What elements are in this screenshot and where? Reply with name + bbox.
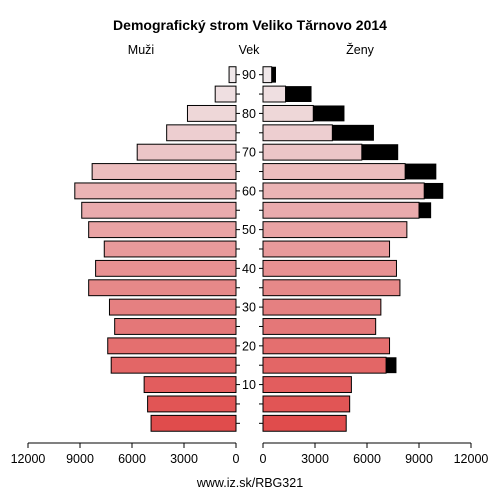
female-excess-55-59 [419, 202, 432, 219]
male-bar-25-29 [114, 318, 237, 335]
female-excess-75-79 [332, 124, 374, 141]
female-bar-75-79 [262, 124, 333, 142]
x-tick-label-right: 6000 [353, 452, 381, 466]
female-bar-65-69 [262, 163, 406, 180]
male-bar-80-84 [186, 104, 237, 122]
age-tick-label: 60 [242, 184, 256, 198]
male-bar-75-79 [166, 124, 237, 142]
male-bar-85-89 [214, 85, 237, 103]
female-bar-40-44 [262, 259, 397, 277]
chart-title: Demografický strom Veliko Tărnovo 2014 [113, 17, 387, 33]
female-excess-15-19 [386, 357, 397, 374]
female-bar-80-84 [262, 104, 314, 122]
age-tick-label: 90 [242, 68, 256, 82]
male-bar-10-14 [143, 376, 237, 394]
age-tick-label: 30 [242, 301, 256, 315]
male-bar-20-24 [107, 337, 237, 355]
x-tick-label-left: 9000 [66, 452, 94, 466]
age-tick-label: 50 [242, 223, 256, 237]
source-footer: www.iz.sk/RBG321 [196, 476, 304, 490]
age-tick-label: 10 [242, 378, 256, 392]
female-excess-80-84 [313, 105, 345, 122]
male-bar-50-54 [88, 221, 237, 239]
female-excess-60-64 [424, 182, 444, 199]
x-tick-label-left: 0 [233, 452, 240, 466]
female-bar-45-49 [262, 240, 391, 258]
x-tick-label-left: 12000 [11, 452, 46, 466]
male-bar-65-69 [91, 163, 237, 180]
age-tick-label: 80 [242, 107, 256, 121]
female-excess-65-69 [405, 163, 437, 180]
female-excess-85-89 [285, 86, 312, 102]
females-label: Ženy [346, 43, 374, 57]
male-bar-90+ [228, 66, 237, 84]
female-bar-10-14 [262, 376, 352, 394]
x-tick-label-right: 3000 [301, 452, 329, 466]
x-tick-label-left: 6000 [118, 452, 146, 466]
age-tick-label: 40 [242, 262, 256, 276]
male-bar-60-64 [74, 182, 237, 200]
male-bar-30-34 [108, 298, 237, 316]
males-label: Muži [127, 43, 155, 57]
x-tick-label-right: 9000 [405, 452, 433, 466]
female-bar-20-24 [262, 337, 391, 355]
age-tick-label: 20 [242, 339, 256, 353]
female-bar-55-59 [262, 201, 420, 219]
male-bar-40-44 [95, 259, 237, 277]
female-bar-35-39 [262, 279, 401, 297]
x-tick-label-right: 0 [260, 452, 267, 466]
male-bar-70-74 [136, 143, 237, 161]
female-excess-90+ [271, 66, 276, 83]
male-bar-45-49 [103, 240, 237, 258]
female-bar-25-29 [262, 318, 377, 335]
age-label: Vek [238, 43, 260, 57]
female-bar-50-54 [262, 221, 408, 239]
male-bar-5-9 [147, 395, 237, 413]
male-bar-0-4 [150, 414, 237, 432]
female-bar-70-74 [262, 143, 363, 161]
age-tick-label: 70 [242, 146, 256, 160]
male-bar-35-39 [88, 279, 237, 297]
female-bar-60-64 [262, 182, 425, 200]
male-bar-15-19 [110, 356, 237, 374]
x-tick-label-right: 12000 [454, 452, 489, 466]
x-tick-label-left: 3000 [170, 452, 198, 466]
female-bar-15-19 [262, 356, 387, 374]
female-excess-70-74 [361, 144, 399, 161]
male-bar-55-59 [81, 201, 237, 219]
female-bar-90+ [262, 66, 273, 84]
female-bar-30-34 [262, 298, 382, 316]
female-bar-0-4 [262, 414, 347, 432]
female-bar-5-9 [262, 395, 351, 413]
female-bar-85-89 [262, 85, 287, 103]
